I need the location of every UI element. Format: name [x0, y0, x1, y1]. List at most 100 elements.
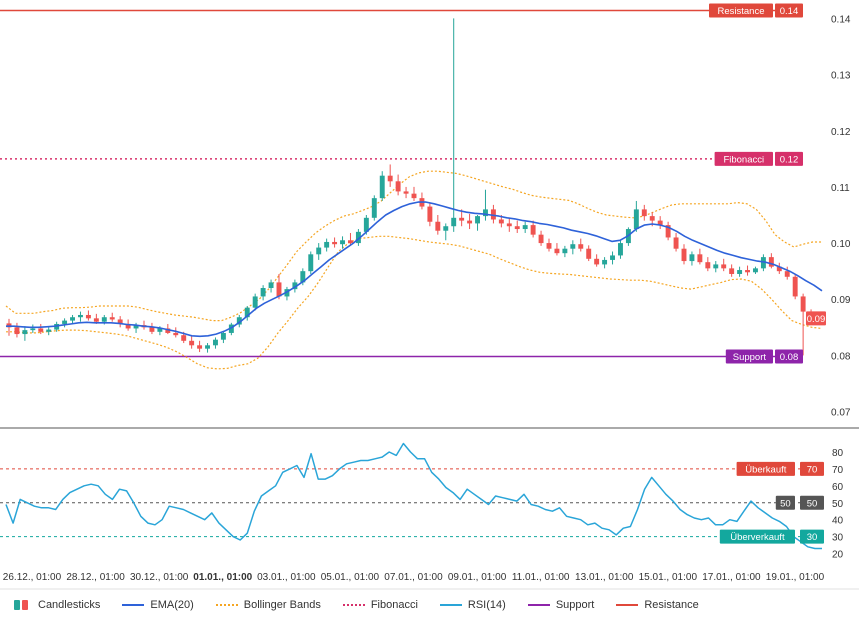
candle-body — [784, 271, 790, 277]
candle-body — [792, 276, 798, 297]
legend-candlesticks-label: Candlesticks — [38, 599, 101, 611]
candle-body — [713, 264, 719, 269]
legend-ema-label: EMA(20) — [150, 599, 194, 611]
candle-body — [483, 209, 488, 217]
candle-body — [300, 271, 306, 283]
candle-body — [228, 324, 234, 333]
candle-body — [649, 216, 655, 221]
x-tick-label: 01.01., 01:00 — [193, 572, 252, 583]
x-tick-label: 17.01., 01:00 — [702, 572, 761, 583]
candle-body — [514, 226, 520, 230]
candle-body — [610, 255, 615, 260]
candle-body — [371, 198, 377, 218]
legend-candlesticks[interactable]: Candlesticks — [14, 599, 100, 611]
candle-body — [411, 193, 417, 199]
price-tick-label: 0.11 — [831, 183, 850, 194]
rsi-tick-label: 70 — [832, 465, 844, 476]
candle-body — [173, 332, 179, 336]
rsi-tick-label: 30 — [832, 533, 844, 544]
rsi-badge-50-name-box — [775, 495, 795, 510]
badge-resistance-name-box — [709, 3, 773, 18]
legend-resistance[interactable]: Resistance — [616, 599, 699, 611]
candle-body — [753, 268, 758, 273]
candle-body — [70, 317, 75, 321]
ema20-line — [6, 201, 823, 338]
candle-body — [570, 244, 576, 249]
badge-fibonacci-name-box — [714, 151, 773, 166]
candle-body — [93, 318, 99, 322]
rsi-badge-50-value: 50 — [807, 498, 818, 509]
rsi-tick-label: 50 — [832, 499, 844, 510]
candle-body — [78, 314, 83, 318]
candle-body — [689, 254, 695, 262]
candle-body — [594, 258, 600, 265]
candle-body — [348, 240, 353, 244]
badge-resistance-name: Resistance — [718, 6, 765, 17]
badge-fibonacci: Fibonacci 0.12 — [714, 151, 803, 166]
candle-body — [467, 220, 473, 224]
candle-body — [22, 330, 28, 335]
candle-body — [236, 317, 242, 325]
candle-body — [657, 220, 663, 226]
rsi-tick-label: 80 — [832, 448, 844, 459]
legend-ema[interactable]: EMA(20) — [122, 599, 194, 611]
price-tick-label: 0.10 — [831, 239, 851, 250]
candle-body — [101, 317, 107, 322]
x-tick-label: 30.12., 01:00 — [130, 572, 189, 583]
x-tick-label: 05.01., 01:00 — [321, 572, 380, 583]
candle-body — [745, 270, 750, 273]
chart-legend: Candlesticks EMA(20) Bollinger Bands Fib… — [0, 590, 859, 620]
price-tick-label: 0.08 — [831, 351, 851, 362]
rsi-badge-30: Überverkauft 30 — [719, 529, 824, 544]
legend-fibonacci-label: Fibonacci — [370, 599, 418, 611]
last-price-label: 0.09 — [807, 314, 826, 325]
legend-rsi[interactable]: RSI(14) — [439, 599, 506, 611]
candle-body — [30, 328, 36, 331]
legend-rsi-label: RSI(14) — [467, 599, 506, 611]
candle-body — [54, 323, 60, 330]
candle-body — [117, 319, 123, 324]
candle-body — [133, 325, 139, 329]
candle-body — [340, 240, 345, 245]
ema-line-icon — [122, 604, 145, 606]
bollinger-line-icon — [215, 604, 238, 606]
legend-fibonacci[interactable]: Fibonacci — [342, 599, 418, 611]
legend-bollinger-label: Bollinger Bands — [243, 599, 321, 611]
badge-fibonacci-value: 0.12 — [780, 154, 799, 165]
legend-support[interactable]: Support — [527, 599, 594, 611]
rsi-line — [5, 442, 822, 550]
candle-body — [244, 307, 250, 318]
x-tick-label: 03.01., 01:00 — [257, 572, 316, 583]
candle-body — [578, 244, 584, 249]
rsi-badge-50-name: 50 — [780, 498, 791, 509]
candle-body — [705, 262, 711, 269]
x-tick-label: 26.12., 01:00 — [3, 572, 62, 583]
rsi-badge-70-name: Überkauft — [745, 464, 787, 475]
rsi-tick-label: 20 — [832, 550, 844, 561]
rsi-badge-30-value-box — [800, 529, 824, 544]
candle-body — [522, 225, 528, 230]
candle-body — [181, 335, 187, 341]
candle-body — [403, 191, 409, 194]
candle-body — [324, 241, 330, 248]
candle-body — [125, 323, 131, 329]
candle-body — [165, 328, 171, 333]
candle-body — [530, 225, 536, 235]
candle-body — [46, 329, 52, 332]
candle-body — [213, 339, 218, 346]
candle-body — [85, 314, 91, 319]
x-tick-label: 09.01., 01:00 — [448, 572, 507, 583]
candle-body — [737, 270, 743, 274]
candle-body — [776, 266, 782, 272]
rsi-badge-70-value-box — [800, 461, 824, 476]
candle-body — [276, 282, 282, 297]
x-tick-label: 19.01., 01:00 — [766, 572, 825, 583]
x-tick-label: 15.01., 01:00 — [639, 572, 698, 583]
legend-bollinger[interactable]: Bollinger Bands — [215, 599, 321, 611]
badge-fibonacci-name: Fibonacci — [723, 154, 764, 165]
badge-support-value-box — [775, 349, 803, 364]
rsi-badge-70-value: 70 — [807, 464, 818, 475]
candle-body — [554, 248, 560, 254]
rsi-badge-30-name: Überverkauft — [730, 532, 785, 543]
rsi-badge-30-value: 30 — [807, 532, 818, 543]
